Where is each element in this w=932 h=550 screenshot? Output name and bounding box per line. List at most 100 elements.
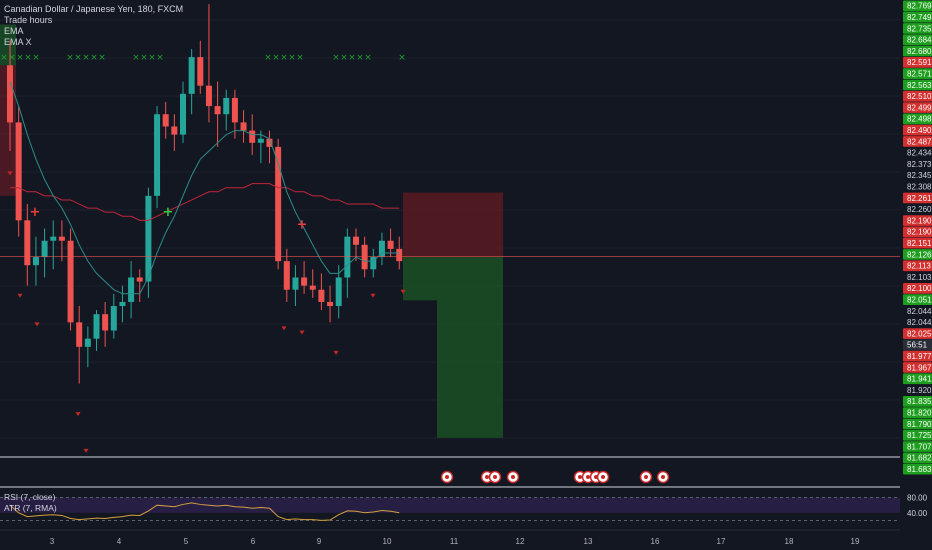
symbol-title[interactable]: Canadian Dollar / Japanese Yen, 180, FXC…	[4, 4, 184, 14]
price-axis-label: 81.977	[907, 352, 932, 361]
indicator-ema-x[interactable]: EMA X	[4, 37, 32, 47]
price-axis-label: 81.790	[907, 420, 932, 429]
time-axis-label: 6	[251, 537, 256, 546]
price-axis-label: 82.735	[907, 24, 932, 33]
event-icon-dot	[601, 475, 605, 479]
low-marker	[281, 326, 287, 331]
time-axis-label: 16	[651, 537, 660, 546]
trade-hour-marker: ×	[16, 53, 24, 63]
price-label-bg	[903, 34, 932, 46]
ema-slow-line	[10, 183, 400, 221]
price-label-bg	[903, 11, 932, 23]
event-icon-dot	[493, 475, 497, 479]
price-axis-label: 82.434	[907, 149, 932, 158]
price-axis-label: 82.100	[907, 284, 932, 293]
low-marker	[83, 448, 89, 453]
candle-body	[353, 236, 359, 245]
event-icon-dot	[586, 475, 590, 479]
candle-body	[58, 236, 65, 241]
candle-body	[154, 114, 161, 196]
candle-body	[102, 314, 109, 331]
price-label-bg	[903, 373, 932, 385]
price-axis-label: 82.113	[907, 262, 931, 271]
candle-body	[180, 93, 186, 135]
time-axis-label: 18	[785, 537, 794, 546]
price-label-bg	[903, 90, 932, 102]
price-label-bg	[903, 0, 932, 12]
candle-body	[240, 122, 247, 131]
price-label-bg	[903, 362, 932, 373]
candle-body	[128, 277, 135, 302]
indicator-pane-legend: RSI (7, close) ATR (7, RMA)	[4, 492, 57, 514]
signal-cross: +	[30, 205, 41, 220]
candle-body	[223, 97, 230, 115]
candle-body	[249, 130, 256, 143]
trade-hour-marker: ×	[272, 53, 280, 63]
candle-body	[396, 248, 403, 262]
price-axis-label: 82.499	[907, 103, 932, 112]
candle-body	[136, 277, 143, 282]
price-label-bg	[903, 215, 932, 226]
price-axis-label: 82.051	[907, 296, 932, 305]
candle-body	[67, 240, 74, 323]
event-icon-dot	[644, 475, 648, 479]
price-label-bg	[903, 294, 932, 305]
time-axis-label: 13	[584, 537, 593, 546]
candle-body	[41, 240, 48, 258]
ema-fast-line	[9, 81, 400, 295]
trade-hour-marker: ×	[132, 53, 140, 63]
candle-body	[76, 322, 83, 347]
time-axis-label: 4	[117, 537, 122, 546]
low-marker	[370, 293, 376, 298]
low-marker	[400, 289, 406, 294]
event-icon-dot	[485, 475, 489, 479]
price-axis-label: 81.820	[907, 409, 932, 418]
price-label-bg	[903, 45, 932, 57]
indicator-ema[interactable]: EMA	[4, 26, 24, 36]
candle-body	[84, 338, 91, 347]
trade-hour-marker: ×	[296, 53, 304, 63]
price-axis-label: 82.563	[907, 81, 932, 90]
low-marker	[7, 171, 13, 176]
price-axis-label: 82.044	[907, 318, 932, 327]
candle-body	[387, 240, 394, 249]
low-marker	[333, 350, 339, 355]
time-axis-label: 12	[516, 537, 525, 546]
price-label-bg	[903, 407, 932, 418]
event-icon-dot	[511, 475, 515, 479]
low-marker	[34, 322, 40, 327]
rsi-axis-label: 40.00	[907, 509, 928, 518]
trade-hour-marker: ×	[98, 53, 106, 63]
time-axis-label: 11	[450, 537, 459, 546]
candle-body	[93, 314, 100, 339]
price-label-bg	[903, 260, 932, 272]
price-label-bg	[903, 441, 932, 452]
candle-body	[145, 195, 152, 282]
candle-body	[50, 236, 57, 241]
candle-body	[214, 106, 221, 115]
atr-label[interactable]: ATR (7, RMA)	[4, 503, 57, 513]
candle-body	[162, 114, 169, 127]
chart-legend: Canadian Dollar / Japanese Yen, 180, FXC…	[4, 4, 183, 48]
candle-body	[197, 57, 204, 86]
price-axis-label: 82.749	[907, 13, 932, 22]
candle-body	[188, 57, 195, 94]
price-axis-label: 82.308	[907, 183, 932, 192]
price-label-bg	[903, 102, 932, 113]
position-target-zone-upper	[403, 256, 437, 301]
position-stop-zone	[403, 192, 503, 257]
rsi-label[interactable]: RSI (7, close)	[4, 492, 56, 502]
candle-body	[231, 97, 238, 123]
trade-hour-marker: ×	[0, 53, 8, 63]
price-label-bg	[903, 396, 932, 407]
price-axis-label: 82.345	[907, 171, 932, 180]
time-axis-label: 3	[50, 537, 55, 546]
price-label-bg	[903, 350, 932, 362]
trade-hours-zone-green	[0, 24, 16, 66]
price-axis-label: 82.151	[907, 239, 932, 248]
indicator-trade-hours[interactable]: Trade hours	[4, 15, 53, 25]
price-label-bg	[903, 79, 932, 91]
price-axis-label: 81.683	[907, 465, 932, 474]
